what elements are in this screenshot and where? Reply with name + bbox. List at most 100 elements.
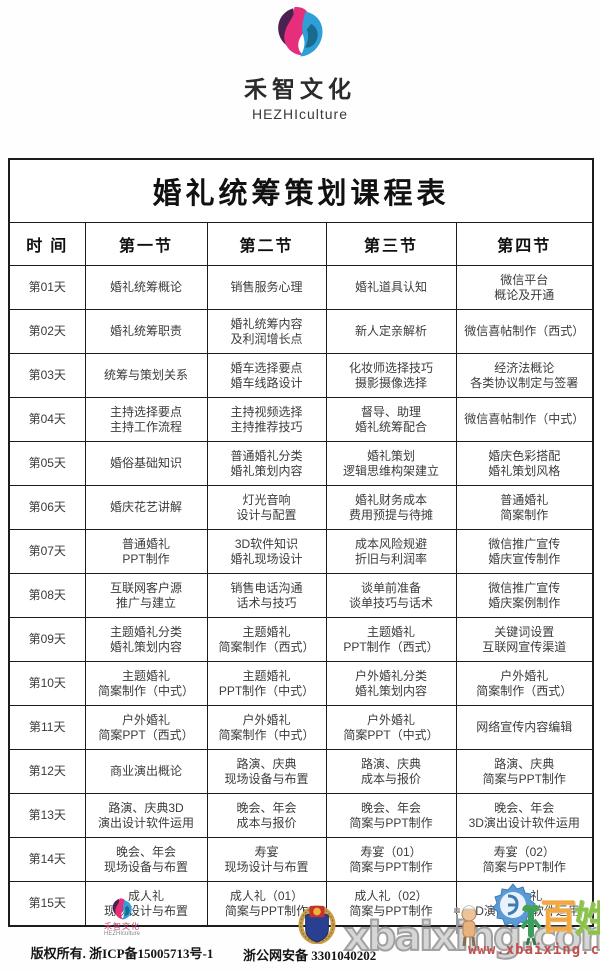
lesson-line: 微信推广宣传	[488, 580, 561, 595]
day-cell: 第04天	[8, 397, 86, 442]
lesson-line: 统筹与策划关系	[103, 368, 188, 382]
lesson-line: 普通婚礼	[500, 492, 549, 507]
col-header-lesson3: 第三节	[325, 222, 457, 266]
lesson-line: 简案制作（西式）	[476, 683, 573, 698]
lesson-cell: 主持视频选择 主持推荐技巧	[206, 397, 327, 442]
lesson-line: 推广与建立	[115, 595, 176, 610]
lesson-cell: 户外婚礼 简案制作（西式）	[455, 661, 594, 706]
header-row: 时 间 第一节 第二节 第三节 第四节	[8, 222, 594, 266]
lesson-cell: 化妆师选择技巧 摄影摄像选择	[325, 353, 457, 398]
lesson-line: 简案与PPT制作	[224, 903, 309, 918]
lesson-line: 婚礼策划内容	[109, 639, 182, 654]
day-cell: 第14天	[8, 837, 86, 882]
watermark-url: www.xbaixing.com	[468, 942, 600, 958]
lesson-line: 微信平台	[500, 272, 549, 287]
day-cell: 第11天	[8, 705, 86, 750]
brand-name-en: HEZHIculture	[251, 106, 349, 122]
table-row: 第07天 普通婚礼 PPT制作 3D软件知识 婚礼现场设计 成本风险规避 折旧与利润率 微信推…	[8, 529, 594, 574]
lesson-line: 婚俗基础知识	[109, 456, 182, 470]
day-cell: 第08天	[8, 573, 86, 618]
lesson-cell: 晚会、年会 现场设备与布置	[84, 837, 208, 882]
lesson-line: 费用预提与待摊	[348, 507, 433, 522]
lesson-line: 经济法概论	[494, 360, 555, 375]
lesson-line: 主题婚礼	[366, 624, 415, 639]
lesson-line: 简案制作	[500, 507, 549, 522]
day-cell: 第10天	[8, 661, 86, 706]
lesson-line: 婚车选择要点	[230, 360, 303, 375]
lesson-line: 3D软件知识	[234, 536, 299, 551]
lesson-line: 晚会、年会	[494, 800, 555, 815]
lesson-line: 户外婚礼	[500, 668, 549, 683]
lesson-line: 户外婚礼分类	[354, 668, 427, 683]
lesson-line: 主持工作流程	[109, 419, 182, 434]
day-cell: 第07天	[8, 529, 86, 574]
lesson-cell: 寿宴（01） 简案与PPT制作	[325, 837, 457, 882]
lesson-line: 婚礼道具认知	[354, 280, 427, 294]
copyright-text: 版权所有. 浙ICP备15005713号-1	[30, 946, 214, 961]
lesson-line: 主题婚礼	[121, 668, 170, 683]
lesson-line: 摄影摄像选择	[354, 375, 427, 390]
lesson-cell: 成本风险规避 折旧与利润率	[325, 529, 457, 574]
lesson-cell: 主题婚礼 PPT制作（中式）	[206, 661, 327, 706]
lesson-cell: 成人礼（02） 简案与PPT制作	[325, 881, 457, 927]
lesson-line: 晚会、年会	[360, 800, 421, 815]
lesson-line: 婚礼财务成本	[354, 492, 427, 507]
day-cell: 第12天	[8, 749, 86, 794]
lesson-line: 设计与配置	[236, 507, 297, 522]
lesson-line: 销售服务心理	[230, 280, 303, 294]
lesson-line: 互联网客户源	[109, 580, 182, 595]
lesson-line: 婚庆色彩搭配	[488, 448, 561, 463]
police-badge-icon	[298, 905, 336, 944]
lesson-cell: 销售服务心理	[206, 265, 327, 310]
lesson-line: 成人礼（01）	[229, 888, 304, 903]
lesson-cell: 普通婚礼分类 婚礼策划内容	[206, 441, 327, 486]
lesson-cell: 婚礼统筹职责	[84, 309, 208, 354]
lesson-cell: 主题婚礼 PPT制作（西式）	[325, 617, 457, 662]
lesson-cell: 微信喜帖制作（中式）	[455, 397, 594, 442]
day-cell: 第01天	[8, 265, 86, 310]
lesson-line: PPT制作	[122, 551, 170, 566]
lesson-line: 主题婚礼	[242, 624, 291, 639]
lesson-line: 灯光音响	[242, 492, 291, 507]
table-title: 婚礼统筹策划课程表	[8, 158, 594, 223]
lesson-line: PPT制作（中式）	[218, 683, 315, 698]
lesson-line: 婚礼策划	[366, 448, 415, 463]
lesson-cell: 婚车选择要点 婚车线路设计	[206, 353, 327, 398]
brand-header: 禾智文化 HEZHIculture	[0, 6, 600, 122]
col-header-lesson1: 第一节	[84, 222, 208, 266]
lesson-line: 户外婚礼	[242, 712, 291, 727]
lesson-line: 互联网宣传渠道	[482, 639, 567, 654]
lesson-line: 销售电话沟通	[230, 580, 303, 595]
lesson-cell: 路演、庆典 简案与PPT制作	[455, 749, 594, 794]
lesson-cell: 路演、庆典 现场设备与布置	[206, 749, 327, 794]
lesson-line: 路演、庆典3D	[108, 800, 184, 815]
lesson-line: 各类协议制定与签署	[470, 375, 579, 390]
lesson-cell: 网络宣传内容编辑	[455, 705, 594, 750]
lesson-cell: 婚俗基础知识	[84, 441, 208, 486]
lesson-line: 户外婚礼	[121, 712, 170, 727]
lesson-line: 新人定亲解析	[354, 324, 427, 338]
lesson-line: 现场设计与布置	[224, 859, 309, 874]
lesson-line: 成人礼	[127, 888, 164, 903]
lesson-line: 简案PPT（西式）	[98, 727, 194, 742]
lesson-cell: 户外婚礼 简案PPT（中式）	[325, 705, 457, 750]
day-cell: 第02天	[8, 309, 86, 354]
lesson-line: 普通婚礼	[121, 536, 170, 551]
lesson-line: 主持选择要点	[109, 404, 182, 419]
lesson-cell: 关键词设置 互联网宣传渠道	[455, 617, 594, 662]
lesson-cell: 经济法概论 各类协议制定与签署	[455, 353, 594, 398]
lesson-cell: 主题婚礼分类 婚礼策划内容	[84, 617, 208, 662]
lesson-line: 谈单前准备	[360, 580, 421, 595]
lesson-line: 主题婚礼	[242, 668, 291, 683]
col-header-lesson4: 第四节	[455, 222, 594, 266]
lesson-cell: 主持选择要点 主持工作流程	[84, 397, 208, 442]
lesson-line: 成本与报价	[236, 815, 297, 830]
table-row: 第13天 路演、庆典3D 演出设计软件运用 晚会、年会 成本与报价 晚会、年会 简案与PPT…	[8, 793, 594, 838]
lesson-line: 微信喜帖制作（西式）	[464, 324, 585, 338]
lesson-line: 成本与报价	[360, 771, 421, 786]
lesson-cell: 户外婚礼分类 婚礼策划内容	[325, 661, 457, 706]
hezhi-logo-small-icon	[112, 898, 132, 920]
lesson-line: 路演、庆典	[236, 756, 297, 771]
lesson-line: 主持视频选择	[230, 404, 303, 419]
security-record-text: 浙公网安备 3301040202	[243, 948, 377, 963]
